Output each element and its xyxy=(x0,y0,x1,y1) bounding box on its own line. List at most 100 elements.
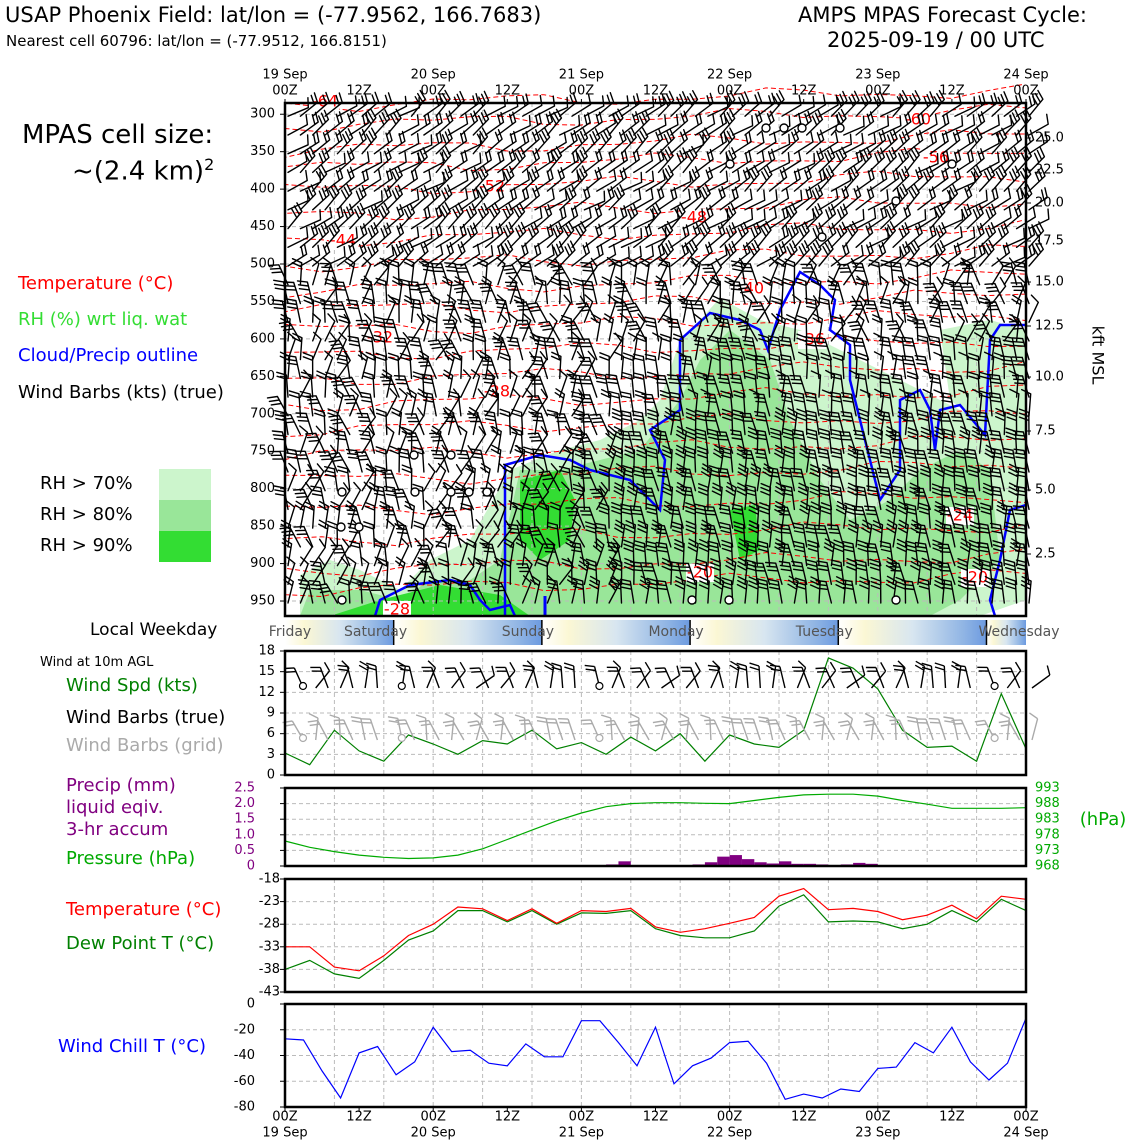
wind-barb xyxy=(393,375,413,398)
wind-barb xyxy=(756,131,777,155)
wind-barb xyxy=(596,243,617,267)
wind-barb xyxy=(721,539,734,567)
wind-barb xyxy=(929,89,945,117)
wind-barb xyxy=(349,540,363,567)
wind-barb xyxy=(661,557,673,585)
true-barb xyxy=(921,662,934,689)
wind-barb xyxy=(583,167,603,192)
wind-barb xyxy=(488,389,499,417)
wind-barb xyxy=(641,562,660,585)
bottom-date-label: 23 Sep xyxy=(855,1126,900,1140)
wind-barb xyxy=(521,313,532,342)
wind-barb xyxy=(472,183,489,211)
grid-barb xyxy=(700,714,712,741)
true-barb xyxy=(421,666,440,689)
wind-barb xyxy=(657,146,674,174)
wind-barb xyxy=(653,524,672,548)
wind-barb xyxy=(385,425,395,454)
wind-barb xyxy=(855,146,872,174)
wind-barb xyxy=(604,444,617,473)
wind-barb xyxy=(716,317,734,342)
wind-barb xyxy=(731,353,746,380)
wind-barb xyxy=(787,575,799,604)
wind-barb xyxy=(731,221,749,248)
wind-barb xyxy=(571,242,590,267)
wind-barb xyxy=(729,429,746,454)
wind-barb xyxy=(624,557,635,585)
wind-barb xyxy=(731,149,752,174)
wind-barb xyxy=(843,185,862,211)
wind-barb xyxy=(559,114,581,136)
grid-barb xyxy=(329,714,342,741)
wind-barb xyxy=(815,579,833,604)
wind-barb xyxy=(892,204,911,230)
weekday-segment xyxy=(541,620,691,645)
wind-barb xyxy=(907,427,919,454)
wind-barb xyxy=(864,467,882,492)
wind-barb xyxy=(447,313,458,342)
wind-barb xyxy=(1003,257,1017,286)
wind-barb xyxy=(842,541,857,567)
wind-barb xyxy=(350,577,363,604)
wind-barb xyxy=(538,321,561,342)
wind-barb xyxy=(694,241,713,267)
wind-barb xyxy=(423,500,434,529)
top-hour-label: 00Z xyxy=(717,84,743,99)
legend-cloud: Cloud/Precip outline xyxy=(18,345,199,366)
wind-barb xyxy=(960,263,981,286)
wind-barb xyxy=(897,519,909,548)
wind-barb xyxy=(926,448,944,473)
wind-barb xyxy=(357,350,369,380)
wind-barb xyxy=(546,578,561,604)
wind-barb xyxy=(663,407,676,436)
wind-barb xyxy=(920,426,932,454)
wind-barb xyxy=(928,335,944,361)
wind-barb xyxy=(398,188,420,211)
wind-barb xyxy=(1028,239,1044,267)
wind-barb xyxy=(365,463,377,492)
wind-barb xyxy=(855,132,877,155)
wind-barb xyxy=(613,351,625,380)
wind-barb xyxy=(435,146,452,174)
wind-barb xyxy=(386,519,395,548)
wind-barb xyxy=(816,560,833,585)
wind-barb xyxy=(966,503,981,529)
pressure-tick-label: 800 xyxy=(250,481,275,496)
wind-barb xyxy=(781,189,803,211)
wind-barb xyxy=(929,150,950,174)
wind-barb xyxy=(644,316,660,342)
wind-barb xyxy=(906,371,919,398)
wind-barb xyxy=(423,185,441,211)
wind-barb xyxy=(988,429,1005,454)
pressure-tick-label: 400 xyxy=(250,182,275,197)
wind-barb xyxy=(608,184,625,211)
wind-barb xyxy=(634,540,647,567)
wind-barb xyxy=(652,332,663,361)
grid-barb xyxy=(766,719,786,741)
wind-barb xyxy=(885,320,907,342)
wind-barb xyxy=(703,524,721,548)
calm-circle xyxy=(835,123,845,133)
precip-tick-label: 0.5 xyxy=(234,843,255,858)
wind-barb xyxy=(472,556,483,585)
calm-circle xyxy=(725,159,735,169)
wind-barb xyxy=(954,313,966,342)
wind-barb xyxy=(760,482,772,511)
wind-barb xyxy=(694,148,714,174)
wind-barb xyxy=(707,185,726,211)
bottom-hour-label: 12Z xyxy=(495,1110,521,1125)
calm-circle xyxy=(409,450,419,460)
grid-barb xyxy=(473,712,483,741)
wind-barb xyxy=(518,524,536,548)
wind-barb xyxy=(799,500,811,529)
wind-barb xyxy=(960,282,981,305)
wind-barb xyxy=(620,111,640,136)
temperature-line xyxy=(285,887,1027,972)
dewpoint-legend: Dew Point T (°C) xyxy=(66,933,215,954)
wind-barb xyxy=(571,146,588,174)
wind-barb xyxy=(1028,208,1050,230)
wind-barb xyxy=(774,407,786,436)
wind-barb xyxy=(890,373,907,398)
wind-barb xyxy=(685,426,697,454)
wind-barb xyxy=(497,500,507,529)
